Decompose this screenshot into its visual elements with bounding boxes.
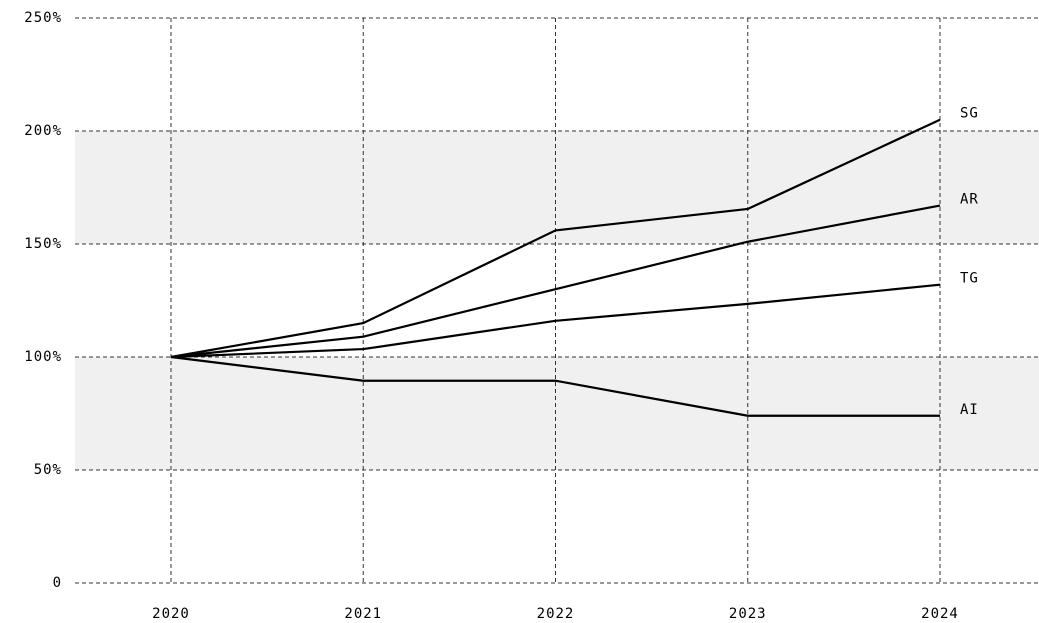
series-line [170, 283, 941, 359]
y-tick-label: 150% [24, 236, 62, 252]
y-tick-label: 50% [34, 462, 62, 478]
y-tick-label: 250% [24, 10, 62, 26]
series-label: AR [960, 192, 979, 208]
x-tick-label: 2020 [152, 606, 190, 622]
x-tick-label: 2024 [921, 606, 959, 622]
band [75, 357, 1039, 470]
y-tick-label: 0 [53, 575, 62, 591]
x-tick-label: 2023 [729, 606, 767, 622]
series-line [170, 355, 940, 417]
series-label: AI [960, 402, 979, 418]
x-tick-label: 2021 [344, 606, 382, 622]
series-line [170, 118, 941, 359]
y-tick-label: 200% [24, 123, 62, 139]
series-line [170, 204, 941, 359]
series-label: SG [960, 106, 979, 122]
band [75, 131, 1039, 244]
series-label: TG [960, 271, 979, 287]
x-tick-label: 2022 [537, 606, 575, 622]
y-tick-label: 100% [24, 349, 62, 365]
